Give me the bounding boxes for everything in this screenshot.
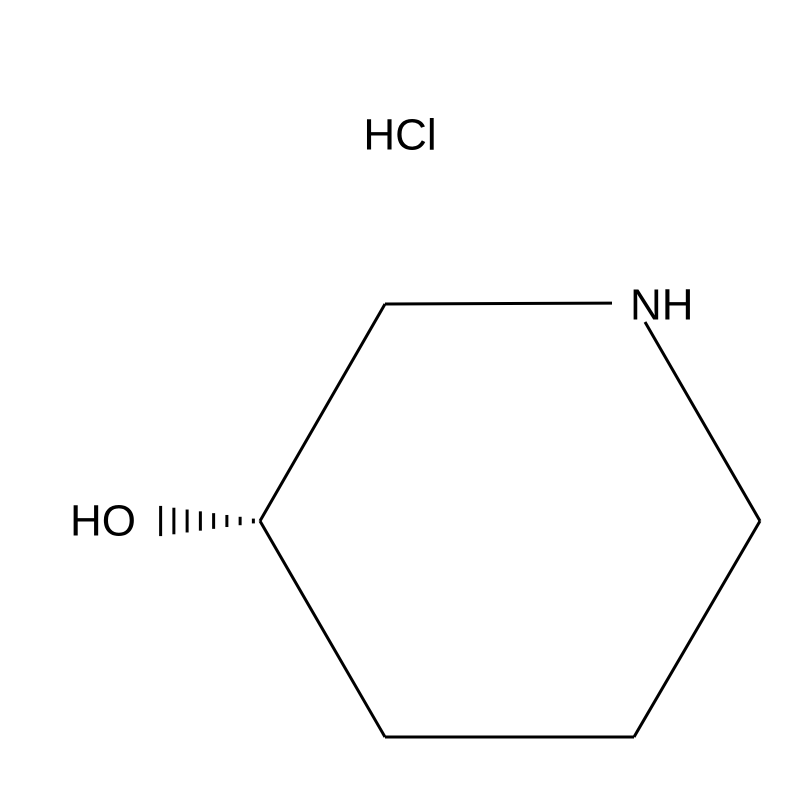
nh-label: NH (630, 281, 694, 330)
bond-c2-nh (385, 303, 612, 304)
molecule-diagram: HCl NH HO (0, 0, 800, 800)
bond-c3-c4 (260, 521, 385, 737)
oh-label: HO (70, 497, 136, 546)
bond-nh-c6 (645, 322, 760, 521)
salt-label: HCl (363, 111, 436, 160)
stereo-hash-bond (161, 506, 254, 536)
bond-c5-c6 (634, 521, 760, 737)
bond-c2-c3 (260, 304, 385, 521)
